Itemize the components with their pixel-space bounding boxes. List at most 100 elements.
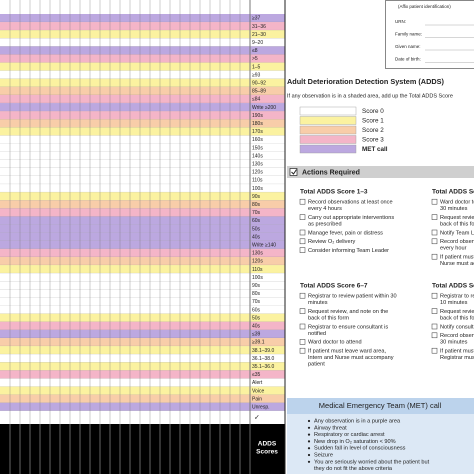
patient-field: Family name:: [395, 32, 422, 37]
legend-swatch: [299, 144, 357, 154]
row-label: Write ≥200: [252, 105, 276, 111]
checkbox: [299, 238, 306, 245]
row-label: 50s: [252, 315, 261, 321]
score-band: [0, 338, 285, 347]
instruction: If any observation is in a shaded area, …: [287, 93, 453, 99]
row-label: Voice: [252, 388, 264, 394]
score-band: [0, 362, 285, 371]
action-item: Registrar to ensure consultant is: [308, 324, 388, 330]
checkbox: [299, 308, 306, 314]
row-label: 9–20: [252, 40, 263, 46]
action-item: as prescribed: [308, 221, 342, 227]
action-item: Registrar to review patient within: [440, 293, 474, 299]
met-item: Any observation is in a purple area: [314, 418, 401, 424]
action-item: 10 minutes: [440, 300, 468, 306]
row-label: 60s: [252, 218, 261, 224]
row-label: >5: [252, 56, 258, 62]
action-item: 30 minutes: [440, 340, 468, 346]
action-item: Registrar must accompany patient: [440, 355, 474, 361]
checkbox: [431, 332, 438, 339]
score-band: [0, 297, 285, 306]
action-item: If patient must leave ward area,: [440, 348, 474, 354]
met-item: You are seriously worried about the pati…: [314, 459, 430, 465]
action-item: Request review, and note on the: [440, 309, 474, 315]
checkbox: [431, 292, 438, 299]
action-item: back of this form: [440, 221, 474, 227]
legend-label: Score 3: [362, 136, 384, 143]
action-item: notified: [308, 331, 326, 337]
row-label: 120s: [252, 259, 263, 265]
checkbox: [431, 214, 438, 220]
action-item: Carry out appropriate interventions: [308, 215, 394, 221]
checkbox: [431, 253, 438, 260]
row-label: 1–5: [252, 64, 261, 70]
row-label: 90–92: [252, 80, 266, 86]
met-item: Sudden fall in level of consciousness: [314, 446, 406, 452]
action-item: Request review, and note on the: [308, 309, 388, 315]
score-band: [0, 111, 285, 120]
score-band: [0, 14, 285, 23]
score-band: [0, 248, 285, 257]
action-item: Record observations at least: [440, 239, 474, 245]
score-band: [0, 167, 285, 176]
row-label: 60s: [252, 307, 261, 313]
score-band: [0, 321, 285, 330]
met-title: Medical Emergency Team (MET) call: [319, 401, 442, 410]
row-label: 120s: [252, 170, 263, 176]
row-label: 35.1–36.0: [252, 364, 274, 370]
checkbox: [299, 323, 306, 330]
score-band: [0, 22, 285, 31]
row-label: 40s: [252, 234, 261, 240]
action-item: Review O₂ delivery: [308, 239, 355, 245]
checkbox: [431, 308, 438, 314]
score-band: [0, 103, 285, 112]
met-item: New drop in O₂ saturation < 90%: [314, 439, 396, 445]
checkbox: [431, 323, 438, 330]
score-band: [0, 370, 285, 379]
legend-label: Score 2: [362, 127, 384, 134]
score-band: [0, 208, 285, 217]
checkbox: [299, 347, 306, 354]
row-label: 38.1–39.0: [252, 348, 274, 354]
row-label: Pain: [252, 396, 262, 402]
row-label: 80s: [252, 202, 261, 208]
action-title: Total ADDS Score 4–5: [432, 189, 474, 196]
action-item: Nurse must accompany patient: [440, 261, 474, 267]
legend-swatch: [299, 106, 357, 116]
row-label: ≥37: [252, 16, 261, 22]
score-band: [0, 62, 285, 71]
action-title: Total ADDS Score 1–3: [300, 189, 368, 196]
action-item: every hour: [440, 246, 467, 252]
score-band: [0, 119, 285, 128]
patient-field: Date of birth:: [395, 57, 421, 62]
score-band: [0, 159, 285, 168]
score-band: [0, 38, 285, 47]
score-band: [0, 95, 285, 104]
action-item: Ward doctor to attend: [308, 340, 362, 346]
row-label: 100s: [252, 186, 263, 192]
patient-box-title: (Affix patient identification): [398, 4, 451, 9]
action-item: every 4 hours: [308, 206, 342, 212]
row-label: 140s: [252, 153, 263, 159]
legend-label: Score 1: [362, 117, 384, 124]
row-label: 70s: [252, 210, 261, 216]
score-band: [0, 273, 285, 282]
checkbox: [299, 247, 306, 253]
scores-label: ADDS: [258, 441, 277, 448]
row-label: 36.1–38.0: [252, 356, 274, 362]
score-band: [0, 127, 285, 136]
row-label: 110s: [252, 267, 263, 273]
row-label: ≤8: [252, 48, 258, 54]
row-label: 21–30: [252, 32, 266, 38]
row-label: ≥93: [252, 72, 261, 78]
row-label: 90s: [252, 194, 261, 200]
score-band: [0, 224, 285, 233]
score-band: [0, 240, 285, 249]
actions-bar: [287, 166, 474, 178]
action-item: Record observations at least once: [308, 199, 393, 205]
bullet: [307, 419, 311, 423]
met-item: Respiratory or cardiac arrest: [314, 432, 385, 438]
action-item: Manage fever, pain or distress: [308, 230, 383, 236]
